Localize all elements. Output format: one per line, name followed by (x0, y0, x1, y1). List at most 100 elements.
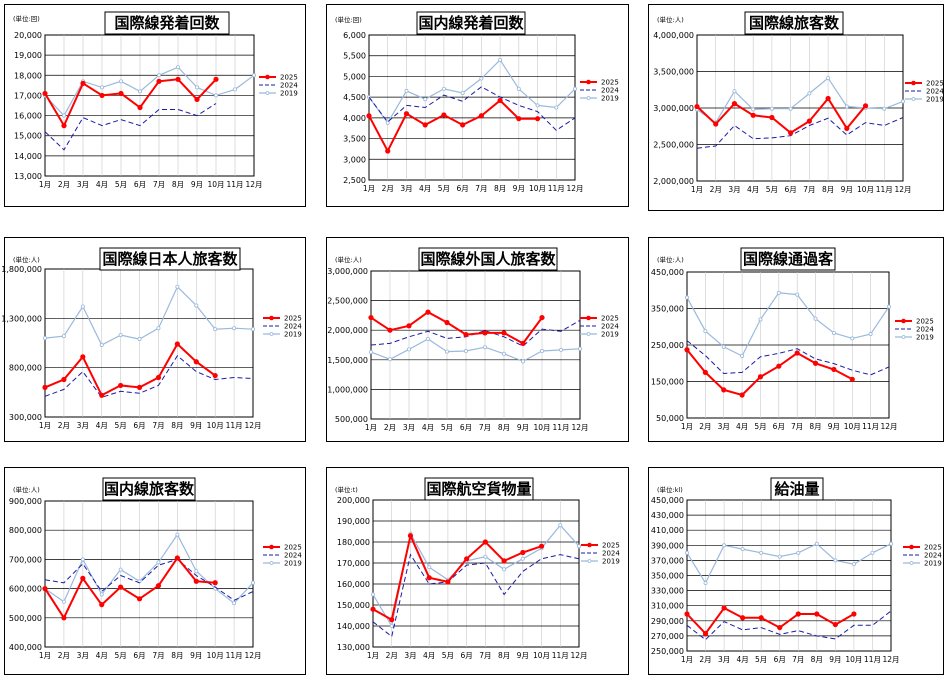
data-point-2025 (739, 392, 745, 398)
x-tick-label: 8月 (809, 422, 821, 431)
y-tick-label: 310,000 (651, 602, 684, 611)
y-tick-label: 200,000 (337, 496, 370, 505)
x-tick-label: 2月 (382, 184, 394, 193)
x-tick-label: 7月 (479, 651, 491, 660)
data-point-2019 (882, 106, 887, 111)
data-point-2025 (788, 130, 794, 136)
data-point-2019 (463, 349, 468, 354)
data-point-2025 (806, 118, 812, 124)
data-point-2019 (251, 73, 256, 78)
chart-title: 国際線発着回数 (114, 14, 220, 32)
data-point-2025 (713, 121, 719, 127)
chart-panel-intl-transit: 450,000 350,000 250,000 150,000 50,000 1月 2月 3月… (648, 237, 944, 442)
legend-label-2024: 2024 (284, 552, 302, 560)
data-point-2019 (732, 89, 737, 94)
legend-label-2024: 2024 (916, 326, 934, 334)
x-tick-label: 5月 (438, 184, 450, 193)
data-point-2019 (572, 86, 577, 91)
y-tick-label: 150,000 (337, 601, 370, 610)
y-tick-label: 370,000 (651, 556, 684, 565)
series-line-2024 (696, 117, 904, 149)
data-point-2025 (80, 80, 86, 86)
y-tick-label: 5,000 (343, 72, 366, 81)
data-point-2025 (501, 558, 507, 564)
series-line-2019 (696, 77, 904, 124)
x-tick-label: 7月 (152, 421, 164, 430)
x-tick-label: 1月 (691, 185, 703, 194)
data-point-2025 (137, 104, 143, 111)
x-tick-label: 11月 (548, 184, 565, 193)
data-point-2019 (175, 284, 180, 289)
data-point-2019 (441, 86, 446, 91)
data-point-2025 (366, 113, 372, 119)
data-point-2025 (99, 92, 105, 99)
chart-title: 国内線発着回数 (418, 14, 524, 32)
legend-label-2025: 2025 (916, 318, 934, 326)
data-point-2019 (516, 86, 521, 91)
y-tick-label: 500,000 (335, 415, 368, 424)
data-point-2019 (900, 99, 905, 104)
data-point-2025 (80, 354, 86, 360)
y-tick-label: 50,000 (656, 414, 684, 423)
series-line-2024 (686, 340, 890, 376)
y-tick-label: 3,000,000 (653, 104, 694, 113)
x-tick-label: 12月 (570, 651, 587, 660)
x-tick-label: 9月 (190, 421, 202, 430)
data-point-2025 (174, 341, 180, 347)
data-point-2019 (460, 91, 465, 96)
data-point-2019 (80, 557, 85, 562)
data-point-2019 (576, 544, 581, 549)
data-point-2019 (232, 326, 237, 331)
data-point-2025 (389, 617, 395, 623)
chart-title: 国際線旅客数 (749, 14, 840, 32)
x-tick-label: 4月 (96, 421, 108, 430)
legend-marker-2025 (586, 315, 591, 321)
x-tick-label: 5月 (755, 655, 767, 664)
x-tick-label: 4月 (736, 422, 748, 431)
legend-marker-2019 (901, 335, 906, 339)
legend-label-2019: 2019 (602, 558, 620, 566)
data-point-2019 (703, 329, 708, 334)
data-point-2019 (232, 87, 237, 92)
series-line-2025 (368, 99, 538, 154)
data-point-2019 (577, 346, 582, 351)
data-point-2025 (212, 580, 218, 586)
x-tick-label: 10月 (844, 422, 861, 431)
chart-svg-2: 6,000 5,500 5,000 4,500 4,000 3,500 3,000 2,500… (335, 11, 619, 193)
y-tick-label: 400,000 (9, 643, 42, 652)
legend-marker-2025 (265, 74, 270, 80)
x-tick-label: 8月 (822, 185, 834, 194)
x-tick-label: 3月 (718, 422, 730, 431)
y-tick-label: 16,000 (14, 112, 42, 121)
x-tick-label: 2月 (58, 421, 70, 430)
legend-label-2024: 2024 (284, 323, 302, 331)
legend-marker-2019 (909, 561, 914, 565)
y-tick-label: 2,500 (343, 176, 366, 185)
y-tick-label: 170,000 (337, 559, 370, 568)
data-point-2019 (250, 327, 255, 332)
legend-label-2025: 2025 (924, 544, 942, 552)
data-point-2019 (194, 303, 199, 308)
chart-svg-3: 4,000,000 3,500,000 3,000,000 2,500,000 2,00… (653, 11, 944, 194)
unit-label: (単位:人) (13, 255, 40, 264)
data-point-2025 (482, 330, 488, 336)
data-point-2019 (137, 89, 142, 94)
y-tick-label: 900,000 (9, 497, 42, 506)
legend-marker-2025 (587, 542, 592, 548)
y-tick-label: 1,500,000 (327, 356, 368, 365)
data-point-2019 (520, 556, 525, 561)
data-point-2019 (501, 351, 506, 356)
data-point-2025 (194, 96, 200, 103)
y-tick-label: 3,000,000 (327, 267, 368, 276)
x-tick-label: 10月 (857, 185, 874, 194)
data-point-2019 (685, 550, 690, 555)
x-tick-label: 10月 (533, 423, 550, 432)
data-point-2025 (849, 376, 855, 382)
plot-area (370, 270, 581, 420)
x-tick-label: 6月 (774, 655, 786, 664)
legend-marker-2025 (586, 79, 591, 85)
legend-label-2019: 2019 (280, 90, 298, 98)
data-point-2025 (721, 605, 727, 611)
data-point-2019 (482, 345, 487, 350)
